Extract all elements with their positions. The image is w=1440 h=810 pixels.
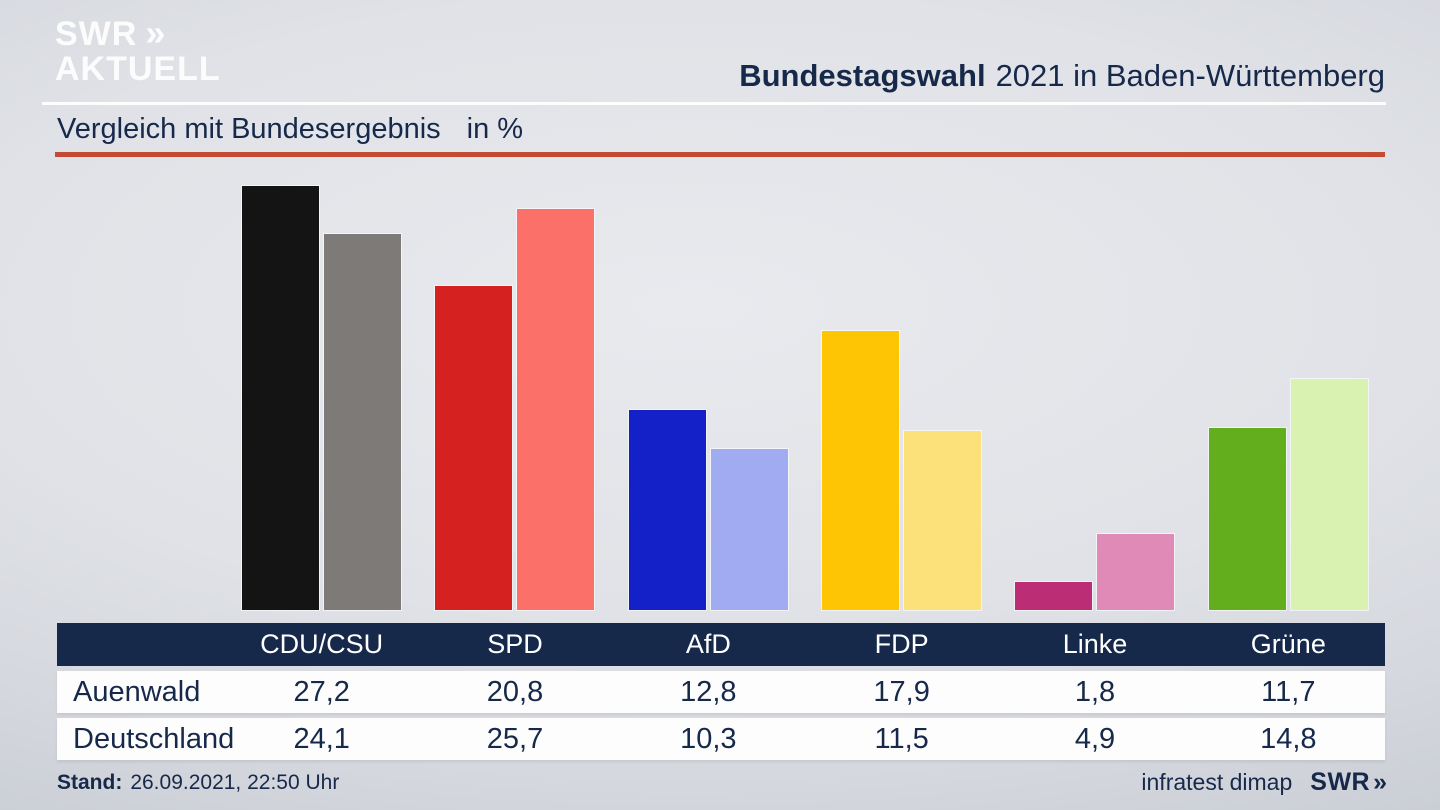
page-title: Bundestagswahl 2021 in Baden-Württemberg <box>739 58 1385 94</box>
row-label-deutschland: Deutschland <box>73 722 235 755</box>
bar-auenwald-cdu-csu <box>242 186 320 610</box>
bar-auenwald-spd <box>435 286 513 610</box>
cell-deutschland-afd: 10,3 <box>680 722 737 755</box>
cell-deutschland-linke: 4,9 <box>1074 722 1116 755</box>
swr-logo-text: SWR <box>55 15 138 53</box>
cell-deutschland-spd: 25,7 <box>486 722 544 755</box>
cell-auenwald-fdp: 17,9 <box>873 675 930 708</box>
subtitle-label: Vergleich mit Bundesergebnis <box>57 113 441 145</box>
swr-aktuell-logo: SWR» AKTUELL <box>55 14 221 88</box>
bar-deutschland-cdu-csu <box>324 234 402 610</box>
page-title-bold: Bundestagswahl <box>739 58 986 93</box>
source-credit-area: infratest dimap SWR» <box>1141 768 1387 797</box>
results-table: CDU/CSU SPD AfD FDP Linke Grüne Auenwald 27,2 20… <box>57 623 1385 760</box>
cell-auenwald-cdu-csu: 27,2 <box>293 675 350 708</box>
swr-footer-chevron-icon: » <box>1373 768 1387 796</box>
column-header-grüne: Grüne <box>1250 629 1326 659</box>
bar-auenwald-afd <box>628 410 706 610</box>
cell-deutschland-fdp: 11,5 <box>874 722 929 755</box>
swr-footer-logo: SWR» <box>1310 768 1387 797</box>
swr-logo-line1: SWR» <box>55 14 221 52</box>
bar-chart <box>225 186 1385 610</box>
bar-auenwald-linke <box>1015 582 1093 610</box>
subtitle-unit: in % <box>466 113 524 145</box>
cell-auenwald-grüne: 11,7 <box>1261 675 1316 708</box>
column-header-linke: Linke <box>1062 629 1128 659</box>
table-row-auenwald: Auenwald 27,2 20,8 12,8 17,9 1,8 11,7 <box>57 671 1385 713</box>
cell-auenwald-afd: 12,8 <box>680 675 737 708</box>
bar-deutschland-afd <box>710 449 788 610</box>
cell-auenwald-spd: 20,8 <box>486 675 544 708</box>
accent-divider <box>55 152 1385 157</box>
swr-footer-text: SWR <box>1310 768 1371 796</box>
column-header-afd: AfD <box>685 629 731 659</box>
bar-deutschland-fdp <box>904 431 982 610</box>
bar-deutschland-linke <box>1097 534 1175 610</box>
stand-label: Stand: <box>57 771 123 794</box>
cell-deutschland-grüne: 14,8 <box>1260 722 1317 755</box>
bar-group-spd <box>418 186 611 610</box>
cell-auenwald-linke: 1,8 <box>1074 675 1116 708</box>
cell-deutschland-cdu-csu: 24,1 <box>293 722 350 755</box>
column-header-spd: SPD <box>487 629 543 659</box>
bar-group-linke <box>998 186 1191 610</box>
table-row-deutschland: Deutschland 24,1 25,7 10,3 11,5 4,9 14,8 <box>57 718 1385 760</box>
bar-deutschland-grüne <box>1290 379 1368 610</box>
column-header-cdu-csu: CDU/CSU <box>260 629 384 659</box>
bar-deutschland-spd <box>517 209 595 610</box>
bar-auenwald-grüne <box>1208 428 1286 610</box>
stand-value: 26.09.2021, 22:50 Uhr <box>130 771 340 794</box>
bar-group-fdp <box>805 186 998 610</box>
bar-group-afd <box>612 186 805 610</box>
bar-group-cdu-csu <box>225 186 418 610</box>
chart-subtitle: Vergleich mit Bundesergebnis in % <box>57 113 523 146</box>
status-timestamp: Stand: 26.09.2021, 22:50 Uhr <box>57 771 339 795</box>
bar-auenwald-fdp <box>822 331 900 610</box>
swr-logo-line2: AKTUELL <box>55 50 221 89</box>
table-header-row: CDU/CSU SPD AfD FDP Linke Grüne <box>57 623 1385 666</box>
page-title-regular: 2021 in Baden-Württemberg <box>995 58 1385 93</box>
header-divider <box>42 102 1386 105</box>
column-header-fdp: FDP <box>874 629 929 659</box>
bar-group-grüne <box>1192 186 1385 610</box>
swr-chevron-icon: » <box>145 12 165 53</box>
source-credit: infratest dimap <box>1141 769 1293 795</box>
row-label-auenwald: Auenwald <box>73 675 201 708</box>
